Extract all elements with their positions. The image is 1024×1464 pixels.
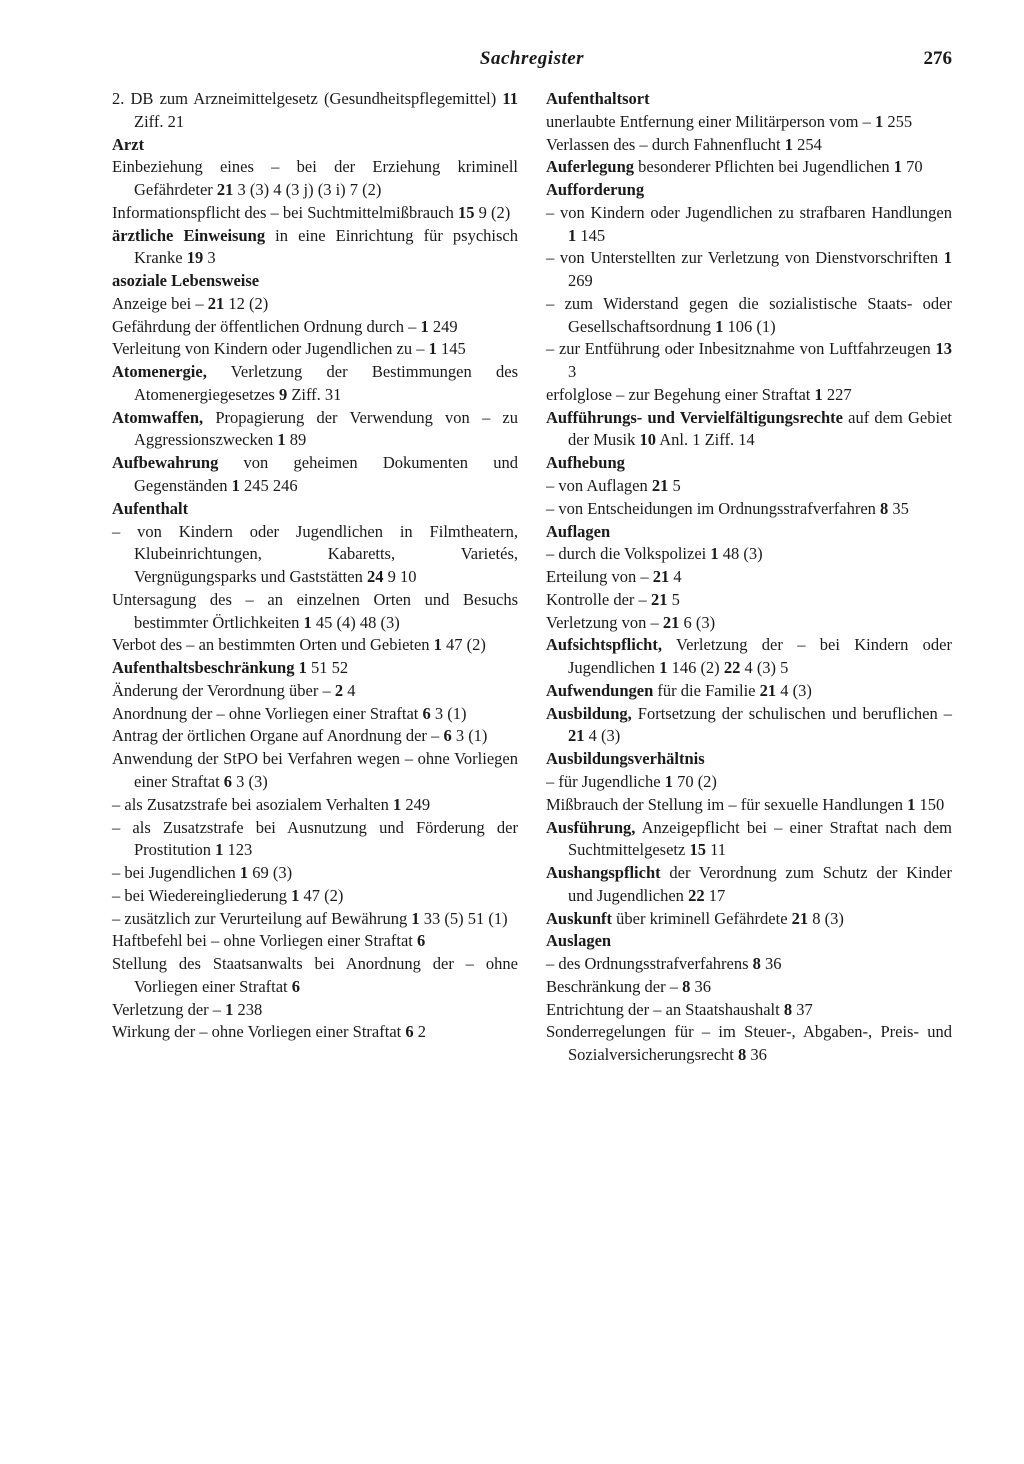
- index-entry: Verbot des – an bestimmten Orten und Geb…: [112, 634, 518, 657]
- index-entry: – bei Wiedereingliederung 1 47 (2): [112, 885, 518, 908]
- index-entry: Aufenthaltsort: [546, 88, 952, 111]
- index-entry: Aufsichtspflicht, Verletzung der – bei K…: [546, 634, 952, 680]
- index-entry: Beschränkung der – 8 36: [546, 976, 952, 999]
- index-entry: – von Kindern oder Jugendlichen in Filmt…: [112, 521, 518, 589]
- index-entry: Atomwaffen, Propagierung der Verwendung …: [112, 407, 518, 453]
- index-entry: Aufwendungen für die Familie 21 4 (3): [546, 680, 952, 703]
- index-entry: Kontrolle der – 21 5: [546, 589, 952, 612]
- index-entry: Arzt: [112, 134, 518, 157]
- index-entry: Aushangspflicht der Verordnung zum Schut…: [546, 862, 952, 908]
- index-entry: Haftbefehl bei – ohne Vorliegen einer St…: [112, 930, 518, 953]
- index-entry: Auferlegung besonderer Pflichten bei Jug…: [546, 156, 952, 179]
- index-entry: Atomenergie, Verletzung der Bestimmungen…: [112, 361, 518, 407]
- index-entry: ärztliche Einweisung in eine Einrichtung…: [112, 225, 518, 271]
- index-entry: asoziale Lebensweise: [112, 270, 518, 293]
- index-entry: – als Zusatzstrafe bei Ausnutzung und Fö…: [112, 817, 518, 863]
- index-entry: Gefährdung der öffentlichen Ordnung durc…: [112, 316, 518, 339]
- index-entry: – von Unterstellten zur Verletzung von D…: [546, 247, 952, 293]
- index-entry: – von Auflagen 21 5: [546, 475, 952, 498]
- page-title: Sachregister: [112, 48, 952, 70]
- index-entry: Verletzung von – 21 6 (3): [546, 612, 952, 635]
- index-entry: Auflagen: [546, 521, 952, 544]
- index-entry: Aufenthaltsbeschränkung 1 51 52: [112, 657, 518, 680]
- index-entry: Verletzung der – 1 238: [112, 999, 518, 1022]
- index-entry: unerlaubte Entfernung einer Militärperso…: [546, 111, 952, 134]
- index-entry: Stellung des Staatsanwalts bei Anordnung…: [112, 953, 518, 999]
- index-entry: – zur Entführung oder Inbesitznahme von …: [546, 338, 952, 384]
- index-entry: Entrichtung der – an Staatshaushalt 8 37: [546, 999, 952, 1022]
- index-entry: Untersagung des – an einzelnen Orten und…: [112, 589, 518, 635]
- index-entry: – durch die Volkspolizei 1 48 (3): [546, 543, 952, 566]
- index-entry: erfolglose – zur Begehung einer Straftat…: [546, 384, 952, 407]
- index-entry: Wirkung der – ohne Vorliegen einer Straf…: [112, 1021, 518, 1044]
- index-entry: Antrag der örtlichen Organe auf Anordnun…: [112, 725, 518, 748]
- index-entry: Ausbildung, Fortsetzung der schulischen …: [546, 703, 952, 749]
- right-column: Aufenthaltsortunerlaubte Entfernung eine…: [546, 88, 952, 1067]
- index-entry: – als Zusatzstrafe bei asozialem Verhalt…: [112, 794, 518, 817]
- index-entry: Änderung der Verordnung über – 2 4: [112, 680, 518, 703]
- header: Sachregister 276: [112, 48, 952, 70]
- page-number: 276: [924, 48, 953, 70]
- index-entry: Ausführung, Anzeigepflicht bei – einer S…: [546, 817, 952, 863]
- index-entry: – von Kindern oder Jugendlichen zu straf…: [546, 202, 952, 248]
- index-entry: – zusätzlich zur Verurteilung auf Bewähr…: [112, 908, 518, 931]
- index-entry: Aufforderung: [546, 179, 952, 202]
- index-entry: Anordnung der – ohne Vorliegen einer Str…: [112, 703, 518, 726]
- left-column: 2. DB zum Arzneimittelgesetz (Gesundheit…: [112, 88, 518, 1067]
- index-entry: Auskunft über kriminell Gefährdete 21 8 …: [546, 908, 952, 931]
- index-entry: Verleitung von Kindern oder Jugendlichen…: [112, 338, 518, 361]
- index-entry: – von Entscheidungen im Ordnungsstrafver…: [546, 498, 952, 521]
- index-entry: Aufführungs- und Vervielfältigungsrechte…: [546, 407, 952, 453]
- index-entry: Auslagen: [546, 930, 952, 953]
- page: Sachregister 276 2. DB zum Arzneimittelg…: [0, 0, 1024, 1464]
- index-entry: – des Ordnungsstrafverfahrens 8 36: [546, 953, 952, 976]
- index-entry: Aufhebung: [546, 452, 952, 475]
- index-entry: Aufbewahrung von geheimen Dokumenten und…: [112, 452, 518, 498]
- index-entry: – zum Widerstand gegen die sozialistisch…: [546, 293, 952, 339]
- index-entry: Einbeziehung eines – bei der Erziehung k…: [112, 156, 518, 202]
- index-entry: Ausbildungsverhältnis: [546, 748, 952, 771]
- index-entry: Sonderregelungen für – im Steuer-, Abgab…: [546, 1021, 952, 1067]
- index-entry: Informationspflicht des – bei Suchtmitte…: [112, 202, 518, 225]
- index-entry: – für Jugendliche 1 70 (2): [546, 771, 952, 794]
- index-entry: Erteilung von – 21 4: [546, 566, 952, 589]
- index-entry: Anwendung der StPO bei Verfahren wegen –…: [112, 748, 518, 794]
- index-entry: Verlassen des – durch Fahnenflucht 1 254: [546, 134, 952, 157]
- index-entry: Mißbrauch der Stellung im – für sexuelle…: [546, 794, 952, 817]
- index-entry: 2. DB zum Arzneimittelgesetz (Gesundheit…: [112, 88, 518, 134]
- index-entry: Aufenthalt: [112, 498, 518, 521]
- columns: 2. DB zum Arzneimittelgesetz (Gesundheit…: [112, 88, 952, 1067]
- index-entry: – bei Jugendlichen 1 69 (3): [112, 862, 518, 885]
- index-entry: Anzeige bei – 21 12 (2): [112, 293, 518, 316]
